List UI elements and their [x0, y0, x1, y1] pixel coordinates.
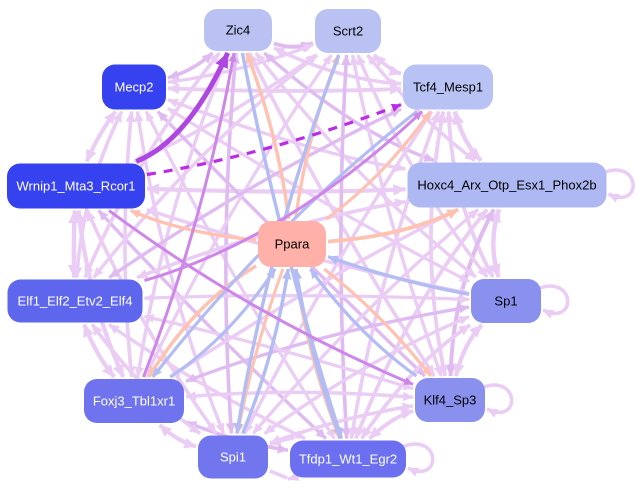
- edge-ppara-klf4: [323, 267, 433, 377]
- self-loop-hoxc4: [599, 168, 635, 203]
- edge-klf4-foxj3: [185, 390, 414, 402]
- node-tfdp1: Tfdp1_Wt1_Egr2: [290, 440, 406, 478]
- node-foxj3: Foxj3_Tbl1xr1: [84, 379, 184, 423]
- node-box-klf4: [415, 378, 485, 422]
- node-box-foxj3: [84, 379, 184, 423]
- edge-ppara-foxj3: [147, 264, 257, 378]
- node-spi1: Spi1: [198, 435, 268, 479]
- edge-ppara-tcf4: [325, 110, 432, 221]
- nodes-layer: Zic4 Scrt2 Mecp2 Tcf4_Mesp1 Wrnip1_Mta3_Rcor…: [7, 9, 607, 479]
- node-box-spi1: [198, 435, 268, 479]
- edge-wrnip1-elf1: [67, 209, 81, 279]
- node-mecp2: Mecp2: [102, 64, 166, 110]
- node-klf4: Klf4_Sp3: [415, 378, 485, 422]
- edge-klf4-ppara: [309, 268, 418, 378]
- node-box-mecp2: [102, 64, 166, 110]
- node-box-scrt2: [315, 9, 381, 53]
- node-scrt2: Scrt2: [315, 9, 381, 53]
- edge-foxj3-zic4: [141, 52, 237, 378]
- edge-ppara-hoxc4: [327, 207, 460, 244]
- edge-hoxc4-sp1: [489, 208, 502, 278]
- node-box-wrnip1: [7, 163, 145, 209]
- node-box-sp1: [471, 279, 541, 323]
- node-box-ppara: [258, 221, 326, 267]
- node-zic4: Zic4: [204, 9, 272, 51]
- edge-wrnip1-zic4: [135, 51, 230, 164]
- self-loop-tfdp1: [399, 442, 435, 477]
- edge-mecp2-zic4: [167, 51, 214, 80]
- node-box-tcf4: [403, 64, 493, 110]
- node-hoxc4: Hoxc4_Arx_Otp_Esx1_Phox2b: [407, 162, 607, 208]
- node-tcf4: Tcf4_Mesp1: [403, 64, 493, 110]
- edge-wrnip1-tcf4: [146, 103, 402, 177]
- node-wrnip1: Wrnip1_Mta3_Rcor1: [7, 163, 145, 209]
- node-box-tfdp1: [290, 440, 406, 478]
- node-box-elf1: [7, 279, 143, 323]
- edge-ppara-wrnip1: [130, 209, 257, 242]
- edge-sp1-elf1: [143, 293, 470, 304]
- edge-spi1-ppara: [241, 268, 292, 435]
- self-loop-sp1: [534, 284, 570, 319]
- edge-scrt2-tcf4: [372, 53, 402, 76]
- edges-layer: [67, 41, 635, 482]
- node-box-hoxc4: [407, 162, 607, 208]
- edge-ppara-zic4: [245, 52, 291, 220]
- node-ppara: Ppara: [258, 221, 326, 267]
- edge-sp1-ppara: [327, 255, 470, 296]
- node-box-zic4: [204, 9, 272, 51]
- self-loop-klf4: [478, 383, 514, 418]
- edge-spi1-tfdp1: [269, 469, 300, 482]
- edge-wrnip1-klf4: [108, 209, 414, 386]
- node-elf1: Elf1_Elf2_Etv2_Elf4: [7, 279, 143, 323]
- edge-klf4-spi1: [269, 402, 414, 445]
- node-sp1: Sp1: [471, 279, 541, 323]
- edge-foxj3-ppara: [169, 268, 277, 379]
